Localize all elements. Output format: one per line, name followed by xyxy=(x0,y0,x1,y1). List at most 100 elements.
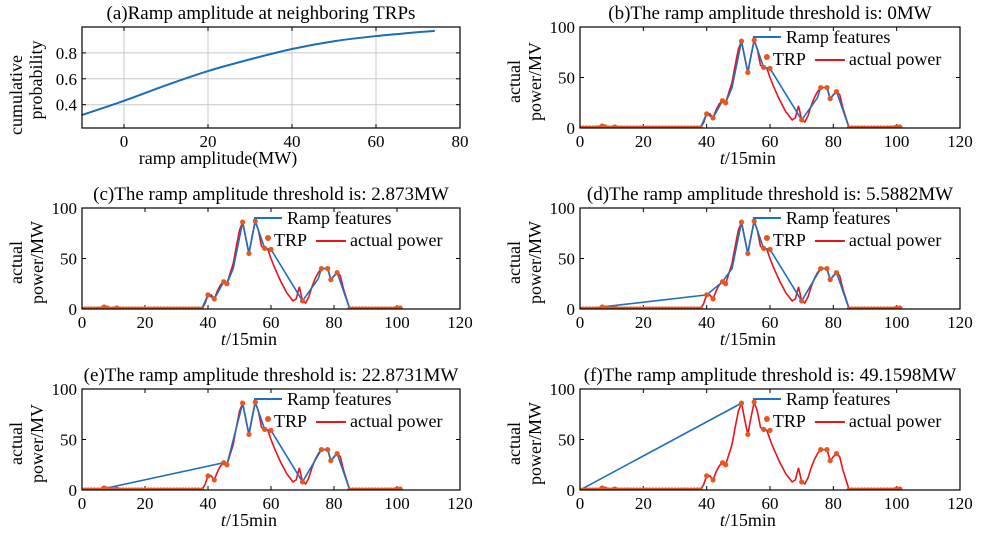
y-tick-label: 50 xyxy=(558,431,575,450)
x-tick-label: 40 xyxy=(200,313,217,332)
axes-frame xyxy=(81,26,461,129)
y-axis-label: power/MV xyxy=(27,404,47,483)
trp-marker xyxy=(710,296,716,302)
trp-marker xyxy=(318,447,324,453)
x-tick-label: 20 xyxy=(137,494,154,513)
y-axis-label: actual xyxy=(504,422,524,465)
trp-marker xyxy=(738,38,745,44)
y-axis-label: actual xyxy=(504,241,524,284)
y-tick-label: 100 xyxy=(550,18,576,37)
series-line-ramp-features xyxy=(580,37,900,128)
trp-marker xyxy=(723,462,729,468)
trp-marker xyxy=(745,431,751,438)
legend-swatch-trp xyxy=(264,235,271,241)
axes-frame xyxy=(579,388,961,491)
trp-marker xyxy=(697,306,703,309)
plot-area xyxy=(82,399,403,490)
trp-marker xyxy=(334,270,340,276)
trp-marker xyxy=(710,115,716,121)
x-tick-label: 0 xyxy=(78,494,87,513)
x-tick-label: 100 xyxy=(884,132,910,151)
chart-title: (b)The ramp amplitude threshold is: 0MW xyxy=(608,3,932,24)
y-tick-label: 0.8 xyxy=(56,44,77,63)
trp-marker xyxy=(767,427,773,434)
trp-marker xyxy=(704,111,710,117)
y-axis-label: probability xyxy=(26,41,46,120)
trp-marker xyxy=(824,266,830,272)
x-tick-label: 80 xyxy=(825,313,842,332)
trp-marker xyxy=(824,85,830,91)
trp-marker xyxy=(827,458,833,464)
x-axis-label-italic: t xyxy=(221,329,227,349)
legend-label-actual: actual power xyxy=(350,230,442,250)
x-tick-label: 20 xyxy=(635,132,652,151)
trp-marker xyxy=(224,462,230,468)
trp-marker xyxy=(397,486,403,490)
x-axis-label: ramp amplitude(MW) xyxy=(139,148,297,169)
x-tick-label: 40 xyxy=(200,494,217,513)
trp-marker xyxy=(833,270,840,276)
y-tick-label: 0.6 xyxy=(56,70,77,89)
trp-marker xyxy=(833,451,840,457)
x-tick-label: 0 xyxy=(120,132,129,151)
trp-marker xyxy=(697,487,703,490)
x-tick-label: 60 xyxy=(762,494,779,513)
trp-marker xyxy=(761,426,767,432)
trp-marker xyxy=(761,64,767,70)
trp-marker xyxy=(199,487,205,490)
x-tick-label: 40 xyxy=(698,494,715,513)
series-line-ramp-features xyxy=(580,218,850,309)
trp-marker xyxy=(325,447,331,453)
y-tick-label: 0 xyxy=(69,481,78,500)
legend-label-trp: TRP xyxy=(773,49,806,69)
plot-area xyxy=(580,218,903,309)
trp-marker xyxy=(328,277,334,283)
legend-swatch-trp xyxy=(264,416,271,422)
y-tick-label: 0 xyxy=(69,300,78,319)
trp-marker xyxy=(704,473,710,479)
trp-marker xyxy=(246,431,252,438)
trp-marker xyxy=(252,399,258,405)
legend-swatch-trp xyxy=(763,416,770,422)
trp-marker xyxy=(833,89,840,95)
y-tick-label: 50 xyxy=(558,69,575,88)
y-axis-label: actual xyxy=(6,241,26,284)
y-axis-label: cumulative xyxy=(6,55,26,135)
legend-label-actual: actual power xyxy=(350,411,442,431)
panel-c: (c)The ramp amplitude threshold is: 2.87… xyxy=(6,184,473,349)
series-line-cdf xyxy=(82,29,435,116)
trp-marker xyxy=(799,117,805,123)
trp-marker xyxy=(299,479,306,485)
x-tick-label: 40 xyxy=(698,313,715,332)
trp-marker xyxy=(738,219,745,225)
trp-marker xyxy=(745,250,751,257)
trp-marker xyxy=(767,65,773,72)
chart-title: (e)The ramp amplitude threshold is: 22.8… xyxy=(84,365,459,386)
plot-area xyxy=(580,37,903,128)
trp-marker xyxy=(240,219,246,225)
y-tick-label: 50 xyxy=(60,431,77,450)
y-tick-label: 50 xyxy=(60,250,77,269)
trp-marker xyxy=(745,69,751,76)
x-tick-label: 0 xyxy=(576,132,585,151)
panel-d: (d)The ramp amplitude threshold is: 5.58… xyxy=(504,184,973,349)
trp-marker xyxy=(199,306,205,309)
trp-marker xyxy=(751,399,757,405)
x-axis-label: t/15min xyxy=(720,148,776,168)
x-tick-label: 100 xyxy=(384,313,410,332)
axes-frame xyxy=(579,26,961,129)
x-tick-label: 80 xyxy=(326,313,343,332)
x-tick-label: 20 xyxy=(137,313,154,332)
series-line-ramp-features xyxy=(82,218,401,309)
trp-marker xyxy=(818,85,824,91)
legend-label-ramp: Ramp features xyxy=(786,27,890,47)
x-tick-label: 100 xyxy=(884,313,910,332)
legend-swatch-trp xyxy=(763,54,770,60)
x-tick-label: 80 xyxy=(452,132,469,151)
panel-f: (f)The ramp amplitude threshold is: 49.1… xyxy=(504,365,973,530)
